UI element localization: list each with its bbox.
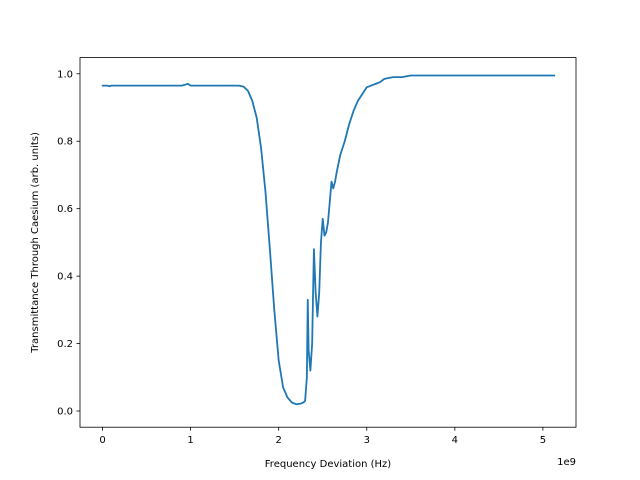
x-axis: 0 1 2 3 4 5 <box>99 427 546 446</box>
series-line-0 <box>101 74 556 406</box>
x-tick-label: 1 <box>187 435 193 446</box>
y-axis-label: Transmittance Through Caesium (arb. unit… <box>30 132 41 354</box>
x-tick-label: 2 <box>275 435 281 446</box>
plot-area <box>79 57 577 428</box>
y-tick-label: 0.8 <box>57 137 73 148</box>
x-tick-label: 4 <box>452 435 458 446</box>
series-layer <box>101 74 556 406</box>
y-tick-label: 0.0 <box>57 407 73 418</box>
y-tick-label: 1.0 <box>57 69 73 80</box>
y-tick-label: 0.4 <box>57 272 73 283</box>
y-tick-label: 0.2 <box>57 339 73 350</box>
y-axis: 0.0 0.2 0.4 0.6 0.8 1.0 <box>57 69 80 418</box>
y-tick-label: 0.6 <box>57 204 73 215</box>
x-axis-offset-label: 1e9 <box>557 457 576 468</box>
x-axis-label: Frequency Deviation (Hz) <box>265 459 392 470</box>
x-tick-label: 0 <box>99 435 105 446</box>
x-tick-label: 5 <box>540 435 546 446</box>
x-tick-label: 3 <box>364 435 370 446</box>
